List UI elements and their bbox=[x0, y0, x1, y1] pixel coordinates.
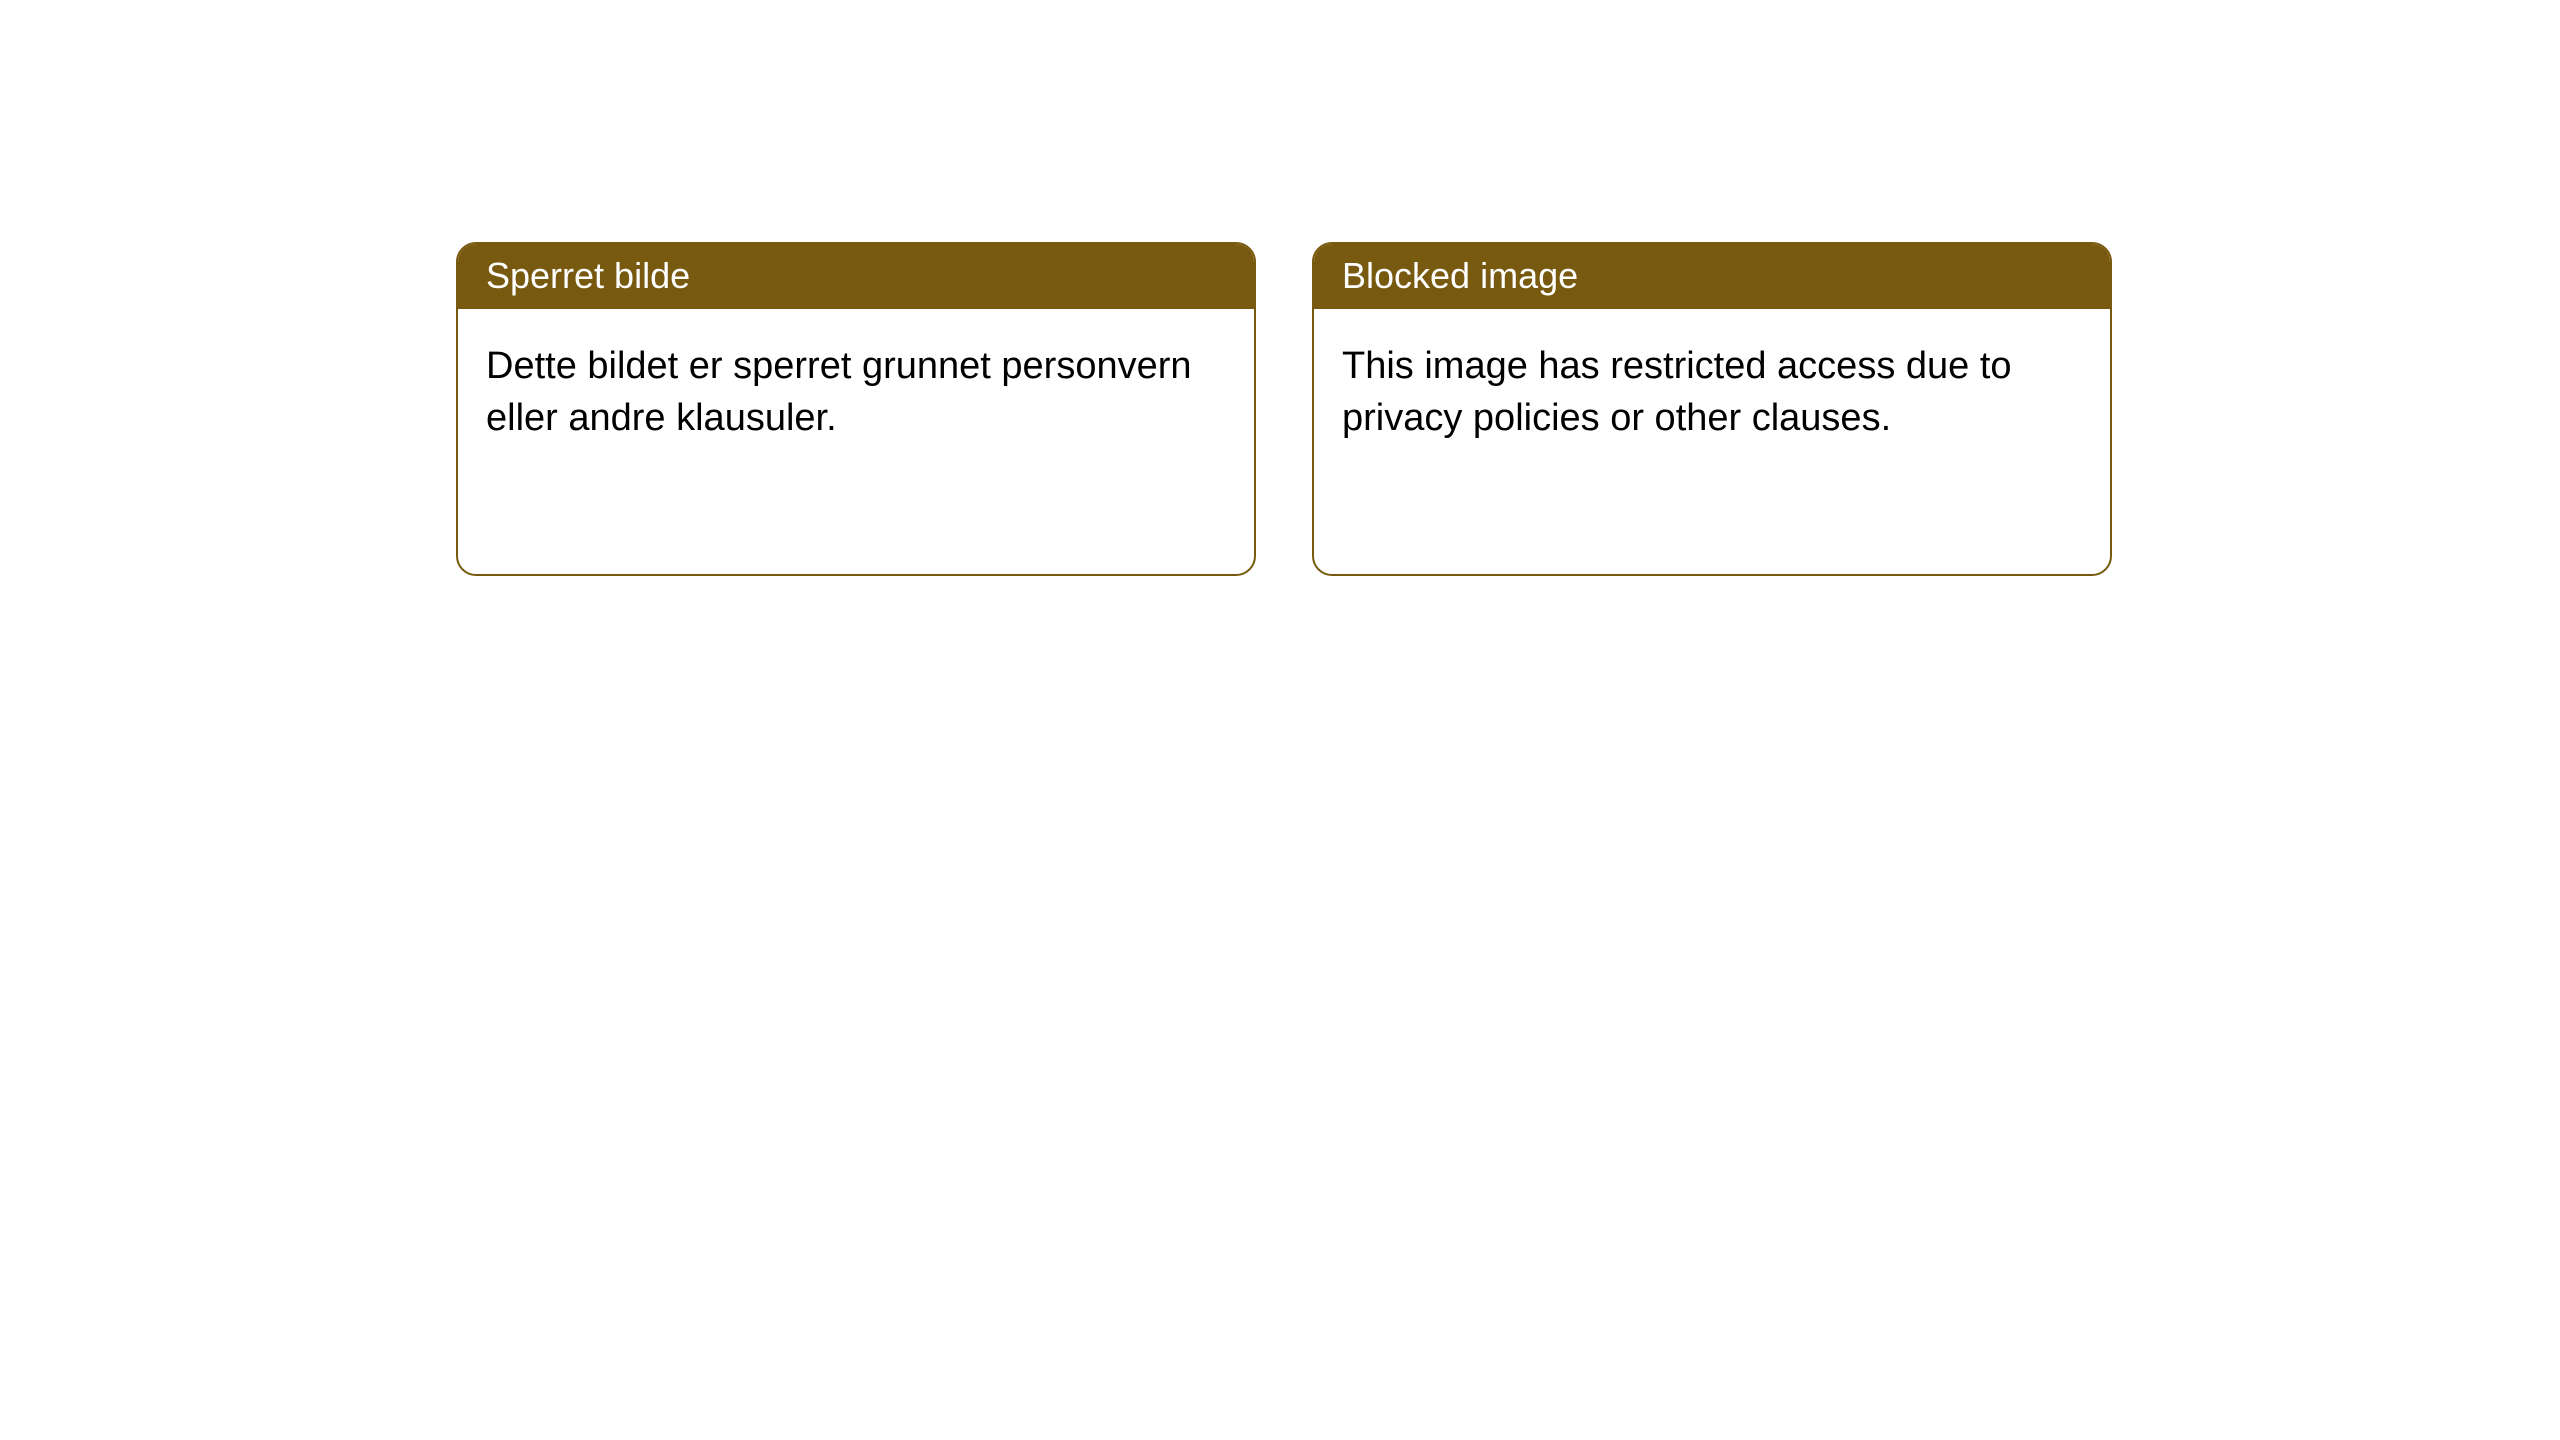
card-body-text-english: This image has restricted access due to … bbox=[1342, 345, 2012, 439]
card-header-english: Blocked image bbox=[1314, 244, 2110, 309]
card-body-text-norwegian: Dette bildet er sperret grunnet personve… bbox=[486, 345, 1192, 439]
card-header-norwegian: Sperret bilde bbox=[458, 244, 1254, 309]
card-body-english: This image has restricted access due to … bbox=[1314, 309, 2110, 476]
cards-container: Sperret bilde Dette bildet er sperret gr… bbox=[0, 0, 2560, 576]
card-title-norwegian: Sperret bilde bbox=[486, 255, 690, 296]
card-body-norwegian: Dette bildet er sperret grunnet personve… bbox=[458, 309, 1254, 476]
card-title-english: Blocked image bbox=[1342, 255, 1578, 296]
notice-card-english: Blocked image This image has restricted … bbox=[1312, 242, 2112, 576]
notice-card-norwegian: Sperret bilde Dette bildet er sperret gr… bbox=[456, 242, 1256, 576]
